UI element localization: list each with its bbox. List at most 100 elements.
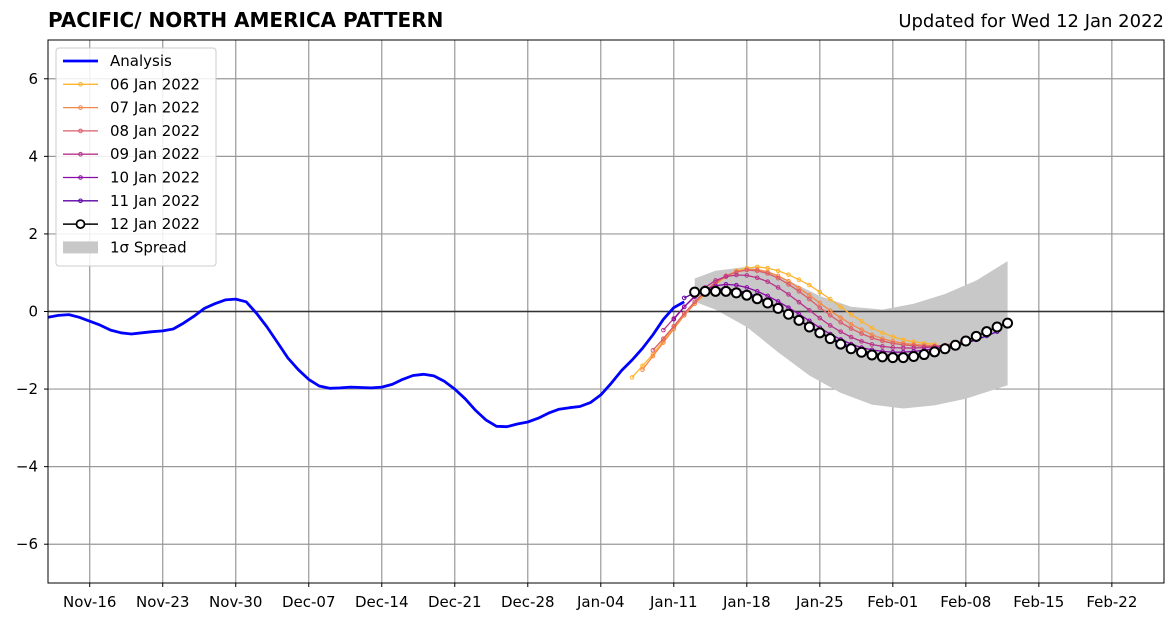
x-tick-label: Jan-04 — [576, 593, 625, 611]
forecast-point-0 — [848, 312, 854, 317]
forecast-point-6 — [824, 333, 836, 345]
forecast-point-6 — [741, 289, 753, 301]
forecast-point-2 — [869, 335, 875, 341]
forecast-point-3 — [744, 273, 750, 278]
legend-marker-2 — [78, 128, 83, 134]
legend-label-1: 07 Jan 2022 — [110, 99, 200, 117]
forecast-point-0 — [786, 272, 791, 277]
forecast-point-2 — [890, 341, 896, 346]
forecast-point-6 — [960, 335, 972, 347]
y-tick-label: 2 — [28, 225, 38, 243]
forecast-point-1 — [650, 353, 656, 359]
forecast-point-6 — [856, 346, 868, 358]
forecast-point-2 — [817, 305, 823, 310]
legend-label-4: 10 Jan 2022 — [110, 169, 200, 187]
forecast-point-2 — [838, 320, 843, 325]
forecast-point-6 — [803, 321, 815, 333]
forecast-point-3 — [734, 272, 739, 278]
forecast-point-0 — [880, 330, 885, 336]
forecast-point-2 — [859, 331, 864, 336]
forecast-point-6 — [710, 285, 722, 297]
forecast-point-0 — [869, 325, 875, 331]
forecast-point-3 — [827, 323, 833, 328]
forecast-point-4 — [681, 304, 687, 310]
forecast-point-6 — [918, 349, 930, 361]
forecast-point-2 — [744, 267, 750, 273]
forecast-point-6 — [929, 346, 941, 358]
forecast-point-0 — [775, 268, 781, 274]
forecast-point-0 — [796, 277, 802, 282]
legend-marker-1 — [78, 105, 83, 110]
forecast-point-2 — [775, 275, 781, 281]
forecast-point-1 — [640, 367, 645, 372]
forecast-point-2 — [880, 338, 885, 344]
forecast-point-3 — [796, 299, 802, 305]
forecast-point-6 — [939, 343, 951, 355]
legend-label-spread: 1σ Spread — [110, 238, 187, 256]
legend-marker-6 — [75, 219, 86, 230]
forecast-point-3 — [838, 329, 843, 334]
forecast-point-6 — [730, 287, 742, 299]
legend-label-5: 11 Jan 2022 — [110, 192, 200, 210]
legend-label-2: 08 Jan 2022 — [110, 122, 200, 140]
forecast-point-3 — [713, 278, 718, 283]
forecast-point-4 — [734, 282, 739, 288]
chart-title: PACIFIC/ NORTH AMERICA PATTERN — [48, 8, 444, 32]
forecast-point-6 — [814, 327, 826, 339]
x-tick-label: Dec-14 — [355, 593, 409, 611]
forecast-point-0 — [827, 296, 833, 302]
forecast-point-2 — [692, 299, 697, 305]
x-tick-label: Nov-23 — [136, 593, 189, 611]
forecast-point-3 — [817, 315, 823, 321]
y-tick-label: −6 — [16, 535, 38, 553]
forecast-point-6 — [1002, 317, 1014, 329]
forecast-point-5 — [681, 295, 687, 301]
legend-label-6: 12 Jan 2022 — [110, 215, 200, 233]
y-tick-label: 4 — [28, 147, 38, 165]
x-tick-label: Nov-16 — [63, 593, 116, 611]
forecast-point-4 — [744, 285, 750, 290]
forecast-point-6 — [991, 321, 1003, 333]
forecast-point-3 — [859, 339, 864, 344]
forecast-point-6 — [720, 285, 732, 297]
forecast-point-2 — [807, 296, 812, 302]
forecast-point-3 — [786, 292, 791, 297]
forecast-point-6 — [845, 343, 857, 355]
legend-label-analysis: Analysis — [110, 52, 172, 70]
forecast-point-1 — [817, 300, 823, 306]
x-tick-label: Feb-08 — [940, 593, 991, 611]
forecast-point-3 — [754, 275, 760, 281]
x-tick-label: Dec-28 — [501, 593, 555, 611]
x-tick-label: Jan-25 — [795, 593, 844, 611]
forecast-point-3 — [880, 344, 885, 349]
legend-marker-0 — [78, 82, 83, 87]
forecast-point-1 — [838, 315, 843, 321]
legend-label-3: 09 Jan 2022 — [110, 145, 200, 163]
y-tick-label: 0 — [28, 303, 38, 321]
forecast-point-3 — [661, 327, 666, 333]
x-tick-label: Dec-21 — [428, 593, 482, 611]
forecast-point-3 — [890, 345, 896, 350]
forecast-point-6 — [981, 326, 993, 338]
forecast-point-3 — [807, 308, 812, 313]
legend-swatch-spread — [63, 241, 98, 254]
forecast-point-4 — [754, 289, 760, 294]
x-tick-label: Dec-07 — [282, 593, 336, 611]
forecast-point-6 — [908, 350, 920, 362]
forecast-point-2 — [786, 282, 791, 287]
analysis-line — [48, 297, 685, 429]
forecast-point-3 — [765, 279, 770, 284]
forecast-point-3 — [723, 274, 729, 279]
legend-marker-4 — [78, 175, 83, 180]
forecast-point-0 — [838, 304, 843, 310]
legend-marker-5 — [78, 198, 83, 204]
forecast-point-4 — [671, 316, 677, 322]
forecast-point-2 — [650, 347, 656, 353]
forecast-point-2 — [796, 289, 802, 294]
forecast-point-6 — [762, 297, 774, 309]
forecast-point-6 — [949, 339, 961, 351]
x-tick-label: Feb-15 — [1013, 593, 1064, 611]
forecast-point-1 — [827, 308, 833, 314]
forecast-point-3 — [900, 345, 906, 351]
